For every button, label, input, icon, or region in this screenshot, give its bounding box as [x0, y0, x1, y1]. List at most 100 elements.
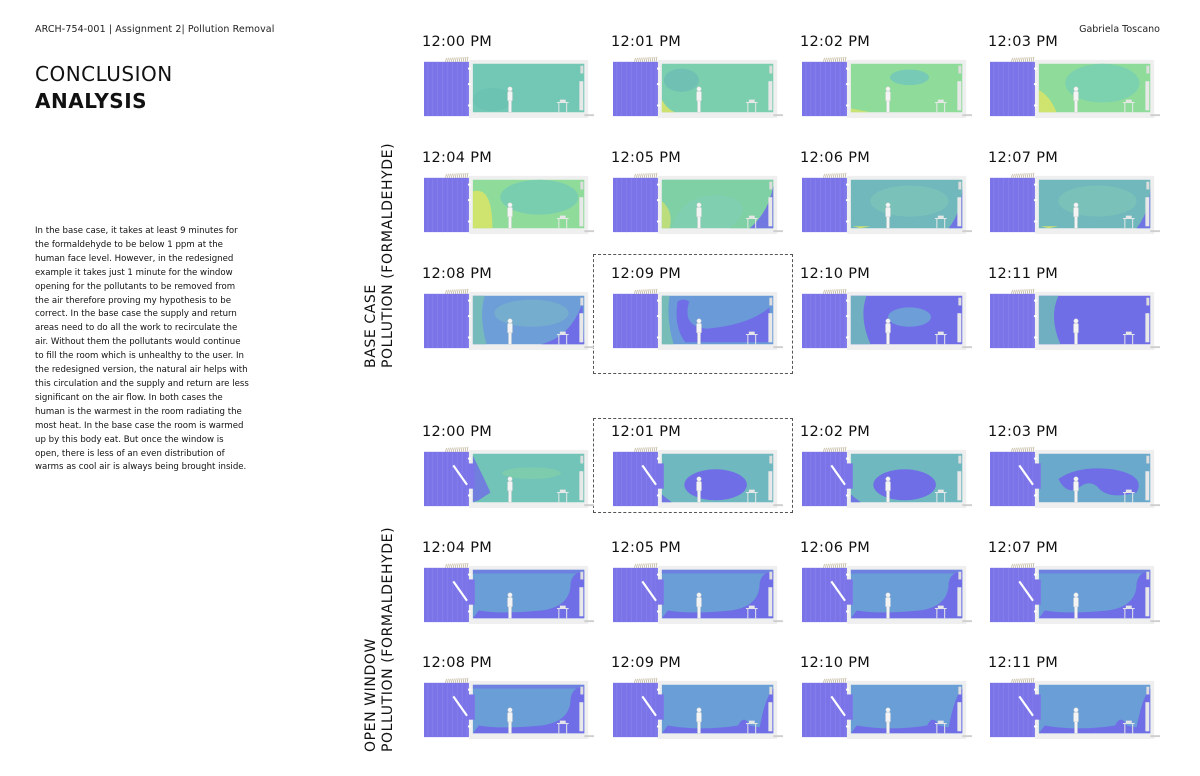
open-window-icon	[641, 464, 657, 486]
exterior-air-zone	[990, 177, 1035, 233]
desk-icon	[934, 215, 947, 229]
human-figure-icon	[1073, 592, 1079, 619]
desk-icon	[1122, 215, 1135, 229]
simulation-frame-open-window: 12:08 PM	[422, 655, 602, 755]
section-label-line2: POLLUTION (FORMALDEHYDE)	[380, 526, 396, 752]
human-figure-icon	[696, 476, 702, 503]
desk-icon	[745, 605, 758, 619]
human-figure-icon	[1073, 318, 1079, 345]
frame-timestamp: 12:10 PM	[800, 655, 871, 671]
pollution-field	[1038, 684, 1151, 734]
frame-timestamp: 12:05 PM	[611, 150, 682, 166]
exterior-air-zone	[613, 293, 658, 349]
open-window-icon	[641, 695, 657, 717]
frame-timestamp: 12:02 PM	[800, 424, 871, 440]
open-window-icon	[452, 695, 468, 717]
exterior-air-zone	[990, 682, 1035, 738]
cfd-room-section	[424, 677, 595, 740]
simulation-frame-open-window: 12:00 PM	[422, 424, 602, 524]
cfd-room-section	[990, 56, 1161, 119]
simulation-frame-base-case: 12:05 PM	[611, 150, 791, 250]
desk-icon	[556, 605, 569, 619]
human-figure-icon	[696, 86, 702, 113]
simulation-frame-base-case: 12:08 PM	[422, 266, 602, 366]
open-window-icon	[1018, 580, 1034, 602]
pollution-field	[850, 569, 963, 619]
desk-icon	[745, 331, 758, 345]
frame-timestamp: 12:03 PM	[988, 424, 1059, 440]
cfd-room-section	[613, 446, 784, 509]
human-figure-icon	[1073, 202, 1079, 229]
human-figure-icon	[696, 202, 702, 229]
human-figure-icon	[1073, 707, 1079, 734]
highlight-box-base-case	[593, 254, 793, 374]
cfd-room-section	[990, 172, 1161, 235]
frame-timestamp: 12:01 PM	[611, 424, 682, 440]
pollution-field	[661, 63, 774, 113]
pollution-field	[661, 453, 774, 503]
exterior-air-zone	[990, 567, 1035, 623]
pollution-field	[472, 63, 585, 113]
cfd-room-section	[613, 562, 784, 625]
exterior-air-zone	[424, 293, 469, 349]
pollution-field	[1038, 453, 1151, 503]
frame-timestamp: 12:06 PM	[800, 150, 871, 166]
desk-icon	[1122, 489, 1135, 503]
desk-icon	[556, 720, 569, 734]
desk-icon	[934, 489, 947, 503]
pollution-field	[661, 684, 774, 734]
human-figure-icon	[696, 318, 702, 345]
pollution-field	[850, 453, 963, 503]
pollution-field	[850, 295, 963, 345]
frame-timestamp: 12:08 PM	[422, 266, 493, 282]
desk-icon	[556, 331, 569, 345]
page-title-line2: ANALYSIS	[35, 89, 148, 113]
simulation-frame-base-case: 12:04 PM	[422, 150, 602, 250]
simulation-frame-open-window: 12:05 PM	[611, 540, 791, 640]
desk-icon	[934, 720, 947, 734]
frame-timestamp: 12:07 PM	[988, 150, 1059, 166]
human-figure-icon	[885, 202, 891, 229]
simulation-frame-base-case: 12:10 PM	[800, 266, 980, 366]
open-window-icon	[830, 464, 846, 486]
frame-timestamp: 12:00 PM	[422, 424, 493, 440]
simulation-frame-open-window: 12:02 PM	[800, 424, 980, 524]
pollution-field	[472, 453, 585, 503]
frame-timestamp: 12:02 PM	[800, 34, 871, 50]
pollution-field	[1038, 569, 1151, 619]
section-label-line1: BASE CASE	[363, 284, 379, 368]
frame-timestamp: 12:11 PM	[988, 266, 1059, 282]
desk-icon	[1122, 331, 1135, 345]
simulation-frame-open-window: 12:07 PM	[988, 540, 1168, 640]
open-window-icon	[830, 580, 846, 602]
human-figure-icon	[885, 476, 891, 503]
frame-timestamp: 12:09 PM	[611, 266, 682, 282]
human-figure-icon	[507, 592, 513, 619]
desk-icon	[556, 99, 569, 113]
simulation-frame-open-window: 12:10 PM	[800, 655, 980, 755]
exterior-air-zone	[990, 451, 1035, 507]
simulation-frame-open-window: 12:09 PM	[611, 655, 791, 755]
cfd-room-section	[802, 288, 973, 351]
cfd-room-section	[613, 56, 784, 119]
simulation-frame-base-case: 12:01 PM	[611, 34, 791, 134]
human-figure-icon	[507, 476, 513, 503]
human-figure-icon	[507, 86, 513, 113]
simulation-frame-base-case: 12:02 PM	[800, 34, 980, 134]
frame-timestamp: 12:04 PM	[422, 540, 493, 556]
desk-icon	[556, 215, 569, 229]
human-figure-icon	[1073, 476, 1079, 503]
cfd-room-section	[990, 677, 1161, 740]
simulation-frame-open-window: 12:01 PM	[611, 424, 791, 524]
exterior-air-zone	[613, 451, 658, 507]
desk-icon	[745, 99, 758, 113]
simulation-frame-base-case: 12:03 PM	[988, 34, 1168, 134]
cfd-room-section	[802, 562, 973, 625]
cfd-room-section	[990, 562, 1161, 625]
pollution-field	[661, 295, 774, 345]
cfd-room-section	[424, 172, 595, 235]
simulation-frame-base-case: 12:07 PM	[988, 150, 1168, 250]
simulation-frame-base-case: 12:06 PM	[800, 150, 980, 250]
cfd-room-section	[613, 172, 784, 235]
human-figure-icon	[507, 707, 513, 734]
